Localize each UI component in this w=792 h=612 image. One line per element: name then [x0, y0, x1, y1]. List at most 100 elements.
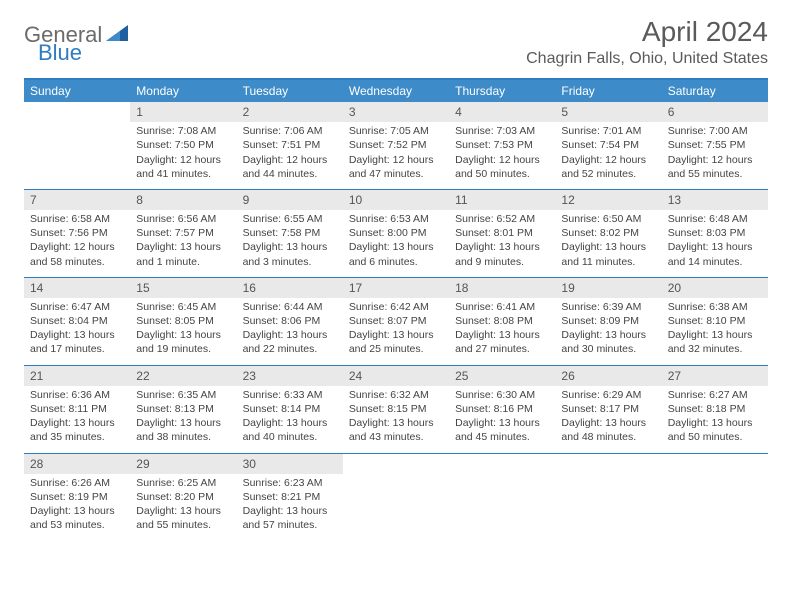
- sunset-text: Sunset: 7:53 PM: [455, 138, 549, 152]
- daylight-text: Daylight: 13 hours: [349, 240, 443, 254]
- daylight-text: Daylight: 13 hours: [136, 416, 230, 430]
- day-number: 20: [662, 278, 768, 298]
- sunrise-text: Sunrise: 7:03 AM: [455, 124, 549, 138]
- sunset-text: Sunset: 7:52 PM: [349, 138, 443, 152]
- calendar-day-cell: .: [555, 453, 661, 540]
- day-details: Sunrise: 6:41 AMSunset: 8:08 PMDaylight:…: [449, 298, 555, 365]
- sunset-text: Sunset: 8:19 PM: [30, 490, 124, 504]
- daylight-text: Daylight: 12 hours: [30, 240, 124, 254]
- day-number: 25: [449, 366, 555, 386]
- daylight-text: and 55 minutes.: [668, 167, 762, 181]
- calendar-day-cell: 5Sunrise: 7:01 AMSunset: 7:54 PMDaylight…: [555, 102, 661, 189]
- daylight-text: Daylight: 13 hours: [561, 328, 655, 342]
- calendar-day-cell: 26Sunrise: 6:29 AMSunset: 8:17 PMDayligh…: [555, 365, 661, 453]
- daylight-text: Daylight: 13 hours: [30, 416, 124, 430]
- day-details: Sunrise: 6:26 AMSunset: 8:19 PMDaylight:…: [24, 474, 130, 541]
- calendar-day-cell: 4Sunrise: 7:03 AMSunset: 7:53 PMDaylight…: [449, 102, 555, 189]
- sunrise-text: Sunrise: 6:23 AM: [243, 476, 337, 490]
- daylight-text: and 30 minutes.: [561, 342, 655, 356]
- sunrise-text: Sunrise: 7:01 AM: [561, 124, 655, 138]
- daylight-text: and 1 minute.: [136, 255, 230, 269]
- month-year-title: April 2024: [526, 16, 768, 48]
- sunset-text: Sunset: 8:07 PM: [349, 314, 443, 328]
- daylight-text: Daylight: 13 hours: [561, 416, 655, 430]
- sunset-text: Sunset: 7:58 PM: [243, 226, 337, 240]
- day-details: Sunrise: 6:38 AMSunset: 8:10 PMDaylight:…: [662, 298, 768, 365]
- day-number: 17: [343, 278, 449, 298]
- sunset-text: Sunset: 8:01 PM: [455, 226, 549, 240]
- daylight-text: Daylight: 12 hours: [243, 153, 337, 167]
- sunset-text: Sunset: 8:14 PM: [243, 402, 337, 416]
- calendar-day-cell: .: [24, 102, 130, 189]
- daylight-text: Daylight: 12 hours: [349, 153, 443, 167]
- day-number: 22: [130, 366, 236, 386]
- daylight-text: and 44 minutes.: [243, 167, 337, 181]
- daylight-text: and 55 minutes.: [136, 518, 230, 532]
- sunrise-text: Sunrise: 6:25 AM: [136, 476, 230, 490]
- calendar-week-row: 7Sunrise: 6:58 AMSunset: 7:56 PMDaylight…: [24, 189, 768, 277]
- daylight-text: Daylight: 13 hours: [668, 328, 762, 342]
- sunset-text: Sunset: 8:20 PM: [136, 490, 230, 504]
- weekday-header: Sunday: [24, 79, 130, 102]
- daylight-text: Daylight: 13 hours: [136, 328, 230, 342]
- sunrise-text: Sunrise: 6:53 AM: [349, 212, 443, 226]
- daylight-text: Daylight: 13 hours: [349, 328, 443, 342]
- day-number: 1: [130, 102, 236, 122]
- daylight-text: and 58 minutes.: [30, 255, 124, 269]
- weekday-header: Tuesday: [237, 79, 343, 102]
- calendar-day-cell: 14Sunrise: 6:47 AMSunset: 8:04 PMDayligh…: [24, 277, 130, 365]
- location-subtitle: Chagrin Falls, Ohio, United States: [526, 50, 768, 68]
- daylight-text: Daylight: 13 hours: [243, 416, 337, 430]
- day-number: 29: [130, 454, 236, 474]
- sunrise-text: Sunrise: 6:47 AM: [30, 300, 124, 314]
- calendar-day-cell: 12Sunrise: 6:50 AMSunset: 8:02 PMDayligh…: [555, 189, 661, 277]
- sunset-text: Sunset: 8:05 PM: [136, 314, 230, 328]
- day-number: 16: [237, 278, 343, 298]
- calendar-day-cell: .: [449, 453, 555, 540]
- daylight-text: and 57 minutes.: [243, 518, 337, 532]
- calendar-day-cell: 29Sunrise: 6:25 AMSunset: 8:20 PMDayligh…: [130, 453, 236, 540]
- sunset-text: Sunset: 8:21 PM: [243, 490, 337, 504]
- daylight-text: Daylight: 13 hours: [455, 328, 549, 342]
- sunrise-text: Sunrise: 6:39 AM: [561, 300, 655, 314]
- day-number: 12: [555, 190, 661, 210]
- calendar-day-cell: 16Sunrise: 6:44 AMSunset: 8:06 PMDayligh…: [237, 277, 343, 365]
- daylight-text: Daylight: 13 hours: [561, 240, 655, 254]
- daylight-text: Daylight: 13 hours: [349, 416, 443, 430]
- sunrise-text: Sunrise: 6:33 AM: [243, 388, 337, 402]
- daylight-text: and 45 minutes.: [455, 430, 549, 444]
- daylight-text: and 43 minutes.: [349, 430, 443, 444]
- sunrise-text: Sunrise: 6:36 AM: [30, 388, 124, 402]
- calendar-day-cell: 15Sunrise: 6:45 AMSunset: 8:05 PMDayligh…: [130, 277, 236, 365]
- sunrise-text: Sunrise: 7:00 AM: [668, 124, 762, 138]
- calendar-day-cell: 9Sunrise: 6:55 AMSunset: 7:58 PMDaylight…: [237, 189, 343, 277]
- sunrise-text: Sunrise: 6:48 AM: [668, 212, 762, 226]
- logo-word-2: Blue: [38, 40, 82, 65]
- daylight-text: and 40 minutes.: [243, 430, 337, 444]
- daylight-text: Daylight: 12 hours: [668, 153, 762, 167]
- day-number: 24: [343, 366, 449, 386]
- weekday-header: Monday: [130, 79, 236, 102]
- weekday-header: Thursday: [449, 79, 555, 102]
- sunrise-text: Sunrise: 7:08 AM: [136, 124, 230, 138]
- day-number: 27: [662, 366, 768, 386]
- calendar-day-cell: 18Sunrise: 6:41 AMSunset: 8:08 PMDayligh…: [449, 277, 555, 365]
- sunset-text: Sunset: 8:17 PM: [561, 402, 655, 416]
- sunset-text: Sunset: 8:13 PM: [136, 402, 230, 416]
- day-details: Sunrise: 6:53 AMSunset: 8:00 PMDaylight:…: [343, 210, 449, 277]
- weekday-header: Wednesday: [343, 79, 449, 102]
- sunset-text: Sunset: 8:11 PM: [30, 402, 124, 416]
- sunset-text: Sunset: 8:15 PM: [349, 402, 443, 416]
- sunrise-text: Sunrise: 6:35 AM: [136, 388, 230, 402]
- daylight-text: and 3 minutes.: [243, 255, 337, 269]
- day-details: Sunrise: 6:30 AMSunset: 8:16 PMDaylight:…: [449, 386, 555, 453]
- calendar-day-cell: 3Sunrise: 7:05 AMSunset: 7:52 PMDaylight…: [343, 102, 449, 189]
- sunset-text: Sunset: 8:04 PM: [30, 314, 124, 328]
- day-details: Sunrise: 7:06 AMSunset: 7:51 PMDaylight:…: [237, 122, 343, 189]
- calendar-day-cell: 25Sunrise: 6:30 AMSunset: 8:16 PMDayligh…: [449, 365, 555, 453]
- calendar-day-cell: 24Sunrise: 6:32 AMSunset: 8:15 PMDayligh…: [343, 365, 449, 453]
- day-details: Sunrise: 6:45 AMSunset: 8:05 PMDaylight:…: [130, 298, 236, 365]
- sunset-text: Sunset: 8:08 PM: [455, 314, 549, 328]
- daylight-text: and 11 minutes.: [561, 255, 655, 269]
- sunrise-text: Sunrise: 6:45 AM: [136, 300, 230, 314]
